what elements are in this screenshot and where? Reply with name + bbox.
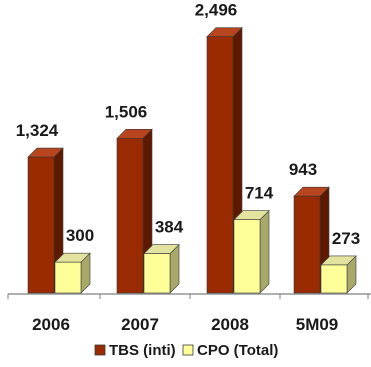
data-labels: 1,324 300 1,506 384 2,496 714 943 273 (16, 1, 360, 248)
bar-tbs-2006 (27, 147, 64, 294)
bar-cpo-2006 (54, 252, 91, 294)
data-label-tbs-5M09: 943 (289, 160, 317, 179)
legend-swatch (94, 344, 106, 356)
legend: TBS (inti) CPO (Total) (94, 342, 278, 359)
x-tick-label-2007: 2007 (121, 315, 159, 334)
x-tick-label-5M09: 5M09 (296, 315, 339, 334)
bar-front (54, 261, 82, 294)
x-tick-labels: 2006 2007 2008 5M09 (32, 315, 338, 334)
data-label-cpo-2007: 384 (155, 218, 184, 237)
bar-front (206, 36, 234, 294)
bar-front (320, 264, 348, 294)
data-label-tbs-2008: 2,496 (195, 1, 238, 20)
x-axis (7, 293, 371, 299)
bar-front (116, 138, 144, 294)
data-label-tbs-2006: 1,324 (16, 121, 59, 140)
bars (27, 26, 357, 294)
bar-front (233, 219, 261, 294)
bar-front (143, 253, 171, 294)
bar-side (259, 209, 270, 294)
legend-item-tbs: TBS (inti) (94, 342, 176, 359)
bar-cpo-5M09 (320, 255, 357, 294)
bar-front (27, 156, 55, 294)
x-tick-label-2008: 2008 (211, 315, 249, 334)
legend-label: CPO (Total) (197, 342, 278, 359)
data-label-cpo-2006: 300 (66, 226, 94, 245)
legend-swatch (182, 344, 194, 356)
data-label-cpo-5M09: 273 (332, 229, 360, 248)
data-label-tbs-2007: 1,506 (105, 102, 148, 121)
bar-cpo-2008 (233, 209, 270, 294)
data-label-cpo-2008: 714 (245, 184, 274, 203)
legend-item-cpo: CPO (Total) (182, 342, 278, 359)
bar-cpo-2007 (143, 243, 180, 294)
x-tick-label-2006: 2006 (32, 315, 70, 334)
bar-front (293, 195, 321, 294)
legend-label: TBS (inti) (109, 342, 176, 359)
